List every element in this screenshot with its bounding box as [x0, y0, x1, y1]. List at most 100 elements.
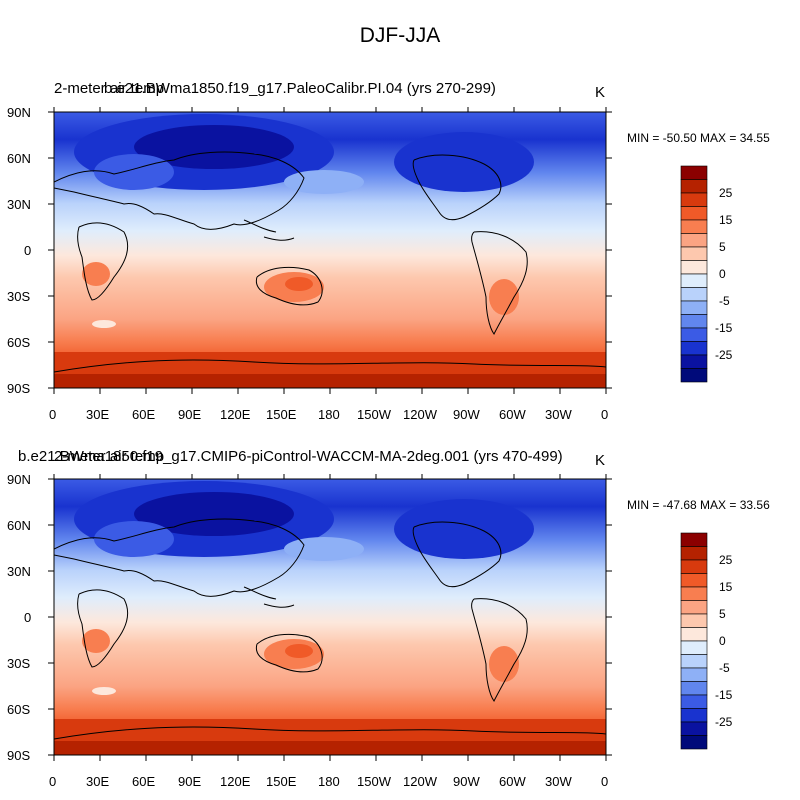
p2-colorbar-label: -25 — [715, 715, 733, 729]
colorbar-swatch — [680, 300, 708, 315]
p2-lon-label: 120W — [403, 774, 437, 789]
p2-colorbar-label: 5 — [719, 607, 726, 621]
p2-lon-label: 150E — [266, 774, 297, 789]
panel1-units: K — [595, 84, 606, 101]
colorbar-swatch — [680, 165, 708, 180]
p1-lat-label: 60N — [7, 151, 31, 166]
panel2-units: K — [595, 452, 606, 469]
figure-title: DJF-JJA — [359, 24, 441, 47]
colorbar-swatch — [680, 573, 708, 588]
p1-lon-label: 120W — [403, 407, 437, 422]
colorbar-swatch — [680, 206, 708, 221]
panel1-map — [54, 112, 606, 388]
colorbar-swatch — [680, 314, 708, 329]
p2-lat-label: 0 — [24, 610, 32, 625]
colorbar-swatch — [680, 368, 708, 383]
p2-lon-label: 30E — [86, 774, 110, 789]
p2-colorbar-label: 25 — [719, 553, 733, 567]
p2-lon-label: 60W — [499, 774, 526, 789]
axis-ticks — [48, 107, 612, 761]
colorbar-swatch — [680, 708, 708, 723]
colorbar-swatch — [680, 354, 708, 369]
colorbar-swatch — [680, 287, 708, 302]
p1-lon-label: 0 — [601, 407, 609, 422]
colorbar-swatch — [680, 192, 708, 207]
p2-lon-label: 90E — [178, 774, 202, 789]
p1-lon-label: 90W — [453, 407, 480, 422]
p2-lat-label: 90N — [7, 472, 31, 487]
p1-lon-label: 30E — [86, 407, 110, 422]
panel2-left-title: 2-meter air temp — [54, 448, 165, 465]
colorbar-swatch — [680, 273, 708, 288]
p1-lon-label: 150W — [357, 407, 391, 422]
p1-lon-label: 60W — [499, 407, 526, 422]
panel1-colorbar — [680, 165, 708, 383]
colorbar-swatch — [680, 613, 708, 628]
p1-lon-label: 0 — [49, 407, 57, 422]
p1-colorbar-label: 5 — [719, 240, 726, 254]
p2-lon-label: 30W — [545, 774, 572, 789]
p2-lon-label: 150W — [357, 774, 391, 789]
p2-lon-label: 120E — [220, 774, 251, 789]
colorbar-swatch — [680, 681, 708, 696]
colorbar-swatch — [680, 600, 708, 615]
p2-lat-label: 60S — [7, 702, 31, 717]
p2-colorbar-label: 15 — [719, 580, 733, 594]
panel1-min-max: MIN = -50.50 MAX = 34.55 — [627, 131, 770, 145]
colorbar-swatch — [680, 735, 708, 750]
colorbar-swatch — [680, 586, 708, 601]
p1-lon-label: 30W — [545, 407, 572, 422]
p1-colorbar-label: -25 — [715, 348, 733, 362]
colorbar-swatch — [680, 640, 708, 655]
p2-lon-label: 0 — [49, 774, 57, 789]
p2-lon-label: 60E — [132, 774, 156, 789]
colorbar-swatch — [680, 532, 708, 547]
p1-lon-label: 60E — [132, 407, 156, 422]
p2-lon-label: 90W — [453, 774, 480, 789]
colorbar-swatch — [680, 260, 708, 275]
p1-colorbar-label: -15 — [715, 321, 733, 335]
colorbar-swatch — [680, 654, 708, 669]
colorbar-swatch — [680, 246, 708, 261]
p1-lat-label: 0 — [24, 243, 32, 258]
colorbar-swatch — [680, 667, 708, 682]
p1-colorbar-label: 25 — [719, 186, 733, 200]
p2-lon-label: 180 — [318, 774, 340, 789]
p2-lat-label: 30S — [7, 656, 31, 671]
p1-lat-label: 90N — [7, 105, 31, 120]
p1-lon-label: 120E — [220, 407, 251, 422]
panel2-map — [54, 479, 606, 755]
colorbar-swatch — [680, 327, 708, 342]
colorbar-swatch — [680, 233, 708, 248]
panel1-left-title: 2-meter air temp — [54, 80, 165, 97]
colorbar-swatch — [680, 694, 708, 709]
panel2-center-title: b.e21.BWma1850.f19_g17.CMIP6-piControl-W… — [18, 448, 563, 465]
p1-lat-label: 90S — [7, 381, 31, 396]
panel2-min-max: MIN = -47.68 MAX = 33.56 — [627, 498, 770, 512]
p1-lon-label: 180 — [318, 407, 340, 422]
colorbar-swatch — [680, 559, 708, 574]
p1-lat-label: 30S — [7, 289, 31, 304]
colorbar-swatch — [680, 721, 708, 736]
colorbar-swatch — [680, 546, 708, 561]
p2-lat-label: 90S — [7, 748, 31, 763]
colorbar-swatch — [680, 179, 708, 194]
p2-lat-label: 60N — [7, 518, 31, 533]
colorbar-swatch — [680, 341, 708, 356]
panel1-center-title: b.e21.BWma1850.f19_g17.PaleoCalibr.PI.04… — [104, 80, 496, 97]
p2-colorbar-label: -15 — [715, 688, 733, 702]
colorbar-swatch — [680, 627, 708, 642]
p1-colorbar-label: -5 — [719, 294, 730, 308]
p1-colorbar-label: 0 — [719, 267, 726, 281]
p2-colorbar-label: 0 — [719, 634, 726, 648]
p1-lon-label: 90E — [178, 407, 202, 422]
p2-lat-label: 30N — [7, 564, 31, 579]
p1-lat-label: 60S — [7, 335, 31, 350]
p1-lat-label: 30N — [7, 197, 31, 212]
p1-colorbar-label: 15 — [719, 213, 733, 227]
p2-lon-label: 0 — [601, 774, 609, 789]
p2-colorbar-label: -5 — [719, 661, 730, 675]
panel2-colorbar — [680, 532, 708, 750]
p1-lon-label: 150E — [266, 407, 297, 422]
